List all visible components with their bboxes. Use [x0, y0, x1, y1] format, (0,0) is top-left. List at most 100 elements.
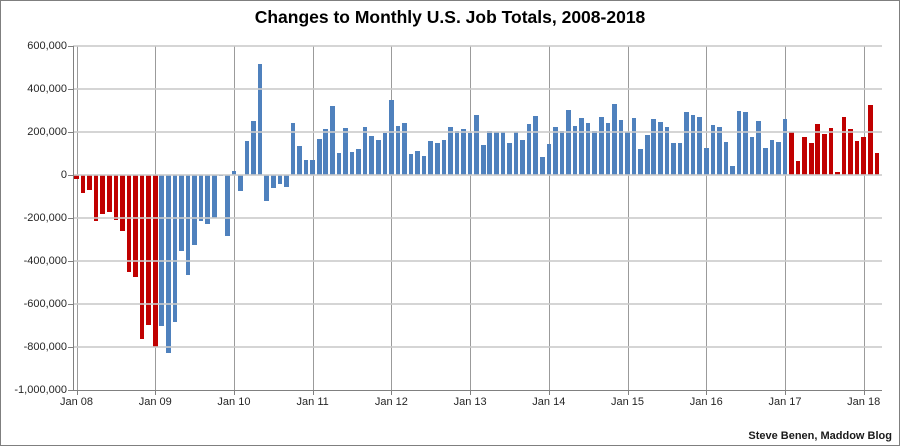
bar: [159, 175, 165, 326]
x-axis-label: Jan 13: [453, 396, 487, 408]
bar: [690, 114, 696, 175]
bar: [579, 117, 584, 175]
bar: [500, 131, 506, 175]
y-axis-label: 0: [60, 169, 67, 181]
bar: [408, 154, 414, 175]
gridline: [73, 131, 882, 133]
bar: [841, 116, 847, 175]
x-axis-tick: [233, 390, 235, 395]
y-axis-tick: [68, 261, 73, 262]
bar: [435, 142, 440, 175]
bar: [166, 175, 171, 353]
bar: [677, 142, 683, 175]
bar: [572, 125, 578, 175]
x-axis-tick: [391, 390, 393, 395]
bar: [638, 149, 643, 175]
y-axis-tick: [68, 89, 73, 90]
bar: [566, 109, 571, 175]
bar: [507, 142, 512, 175]
bar: [87, 175, 92, 191]
bar: [421, 156, 427, 175]
bar: [618, 119, 624, 175]
y-axis-tick: [68, 347, 73, 348]
bar: [297, 145, 302, 175]
bar: [651, 119, 657, 175]
bar: [192, 175, 197, 246]
x-axis-label: Jan 17: [768, 396, 802, 408]
bar: [513, 131, 519, 175]
bar: [402, 122, 407, 175]
bar: [238, 175, 243, 192]
y-axis-tick: [68, 390, 73, 391]
bar: [730, 165, 735, 175]
bar: [467, 132, 473, 175]
bar: [303, 159, 309, 175]
y-axis-label: -800,000: [23, 341, 67, 353]
bar: [867, 104, 873, 175]
bar: [874, 152, 880, 175]
bar: [356, 148, 361, 175]
y-axis-tick: [68, 175, 73, 176]
bar: [362, 127, 368, 175]
bar: [461, 128, 466, 175]
y-axis-tick: [68, 132, 73, 133]
bar: [172, 175, 178, 323]
bar: [389, 100, 394, 175]
bar: [474, 114, 479, 175]
y-axis-label: -200,000: [23, 212, 67, 224]
bar: [369, 135, 374, 175]
x-axis-tick: [627, 390, 629, 395]
bar: [854, 140, 860, 175]
x-axis-tick: [470, 390, 472, 395]
y-axis-label: -600,000: [23, 298, 67, 310]
bar: [211, 175, 217, 218]
x-axis-label: Jan 10: [217, 396, 251, 408]
bar: [480, 144, 486, 175]
bar: [448, 126, 453, 175]
bar: [835, 171, 840, 175]
bar: [533, 116, 538, 175]
bar: [205, 175, 210, 224]
bar: [743, 112, 748, 175]
gridline: [73, 346, 882, 348]
bar: [310, 159, 315, 175]
x-axis-label: Jan 11: [296, 396, 329, 408]
gridline: [73, 260, 882, 262]
bar: [710, 124, 716, 175]
bar: [697, 116, 702, 175]
bar: [100, 175, 106, 215]
gridline: [73, 217, 882, 219]
bar: [198, 175, 204, 222]
attribution-credit: Steve Benen, Maddow Blog: [748, 430, 892, 442]
bar: [861, 137, 866, 175]
bar: [769, 139, 775, 175]
bar: [316, 138, 322, 175]
bar: [323, 129, 329, 175]
y-axis-label: -400,000: [23, 255, 67, 267]
x-axis-label: Jan 16: [689, 396, 723, 408]
bar: [612, 103, 617, 175]
x-axis-label: Jan 14: [532, 396, 566, 408]
bar: [441, 140, 447, 175]
bar: [776, 141, 781, 175]
bar: [271, 175, 276, 189]
x-axis-label: Jan 18: [847, 396, 881, 408]
bar: [494, 132, 499, 175]
bar: [264, 175, 270, 202]
x-axis-tick: [76, 390, 78, 395]
y-axis-tick: [68, 46, 73, 47]
x-axis-tick: [863, 390, 865, 395]
bar: [644, 134, 650, 175]
bar: [756, 121, 762, 175]
bar: [520, 139, 525, 175]
bar: [290, 123, 296, 175]
x-axis-tick: [784, 390, 786, 395]
gridline: [73, 45, 882, 47]
bar: [599, 116, 604, 175]
x-axis-tick: [155, 390, 157, 395]
bar: [330, 105, 335, 175]
bar: [717, 126, 722, 175]
x-axis-line: [73, 390, 882, 391]
